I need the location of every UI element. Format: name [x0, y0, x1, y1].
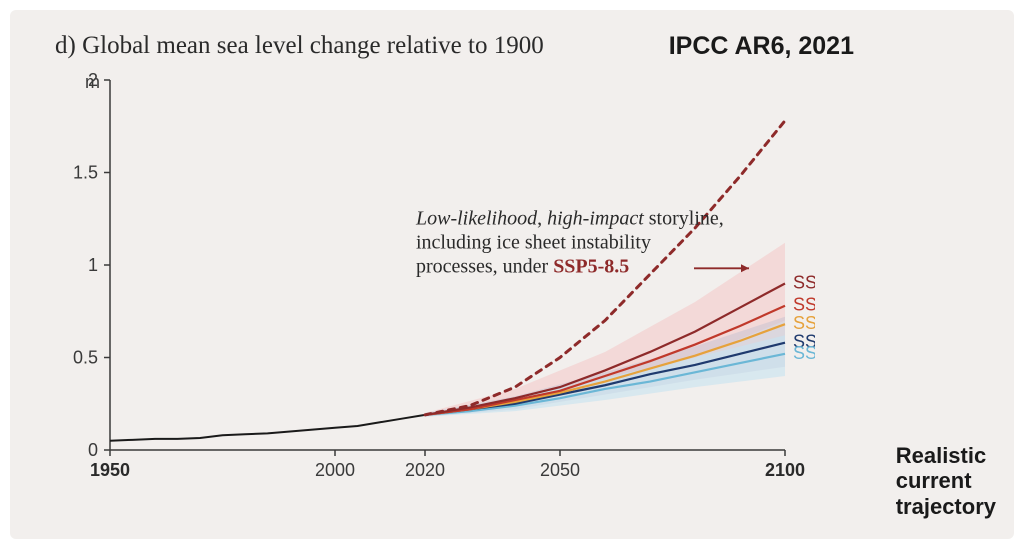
ytick-label: 1 [88, 255, 98, 275]
y-unit-label: m [85, 72, 100, 92]
realistic-line1: Realistic [896, 443, 996, 468]
historical-line [110, 415, 425, 441]
xtick-label: 1950 [90, 460, 130, 480]
ytick-label: 0.5 [73, 348, 98, 368]
xtick-label: 2020 [405, 460, 445, 480]
series-label: SSP2-4.5 [793, 313, 815, 333]
chart-source: IPCC AR6, 2021 [669, 32, 854, 61]
series-label: SSP1-1.9 [793, 343, 815, 363]
chart-panel: d) Global mean sea level change relative… [10, 10, 1014, 539]
realistic-line3: trajectory [896, 494, 996, 519]
realistic-annotation: Realistic current trajectory [896, 443, 996, 519]
xtick-label: 2000 [315, 460, 355, 480]
series-label: SSP5-8.5 [793, 273, 815, 293]
xtick-label: 2050 [540, 460, 580, 480]
storyline-line3: processes, under SSP5-8.5 [416, 255, 629, 277]
series-label: SSP3-7.0 [793, 295, 815, 315]
chart-plot: 00.511.52m19502000202020502100SSP5-8.5SS… [55, 70, 815, 490]
chart-title: d) Global mean sea level change relative… [55, 32, 544, 60]
xtick-label: 2100 [765, 460, 805, 480]
realistic-line2: current [896, 468, 996, 493]
storyline-line2: including ice sheet instability [416, 231, 651, 253]
storyline-line1: Low-likelihood, high-impact storyline, [415, 207, 724, 229]
ytick-label: 1.5 [73, 163, 98, 183]
ytick-label: 0 [88, 440, 98, 460]
